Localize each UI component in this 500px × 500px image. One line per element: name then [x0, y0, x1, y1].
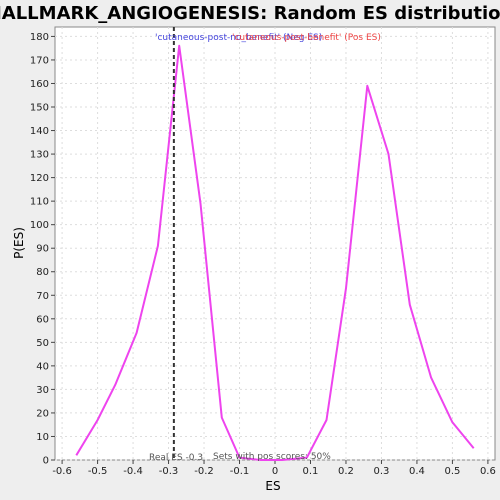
series-group — [75, 44, 475, 461]
y-tick-label: 90 — [36, 244, 49, 255]
pos-scores-label: Sets with pos scores: 50% — [213, 452, 331, 462]
x-tick-label: -0.2 — [194, 466, 214, 477]
x-tick-label: -0.5 — [88, 466, 108, 477]
pos-es-annotation: 'cutaneous-post-benefit' (Pos ES) — [232, 33, 381, 43]
x-tick-label: 0.6 — [480, 466, 496, 477]
x-axis-label: ES — [265, 479, 280, 493]
neg-es-annotation: 'cutaneous-post-no_benefit' (Neg ES) — [155, 33, 322, 43]
x-tick-label: 0 — [272, 466, 278, 477]
y-tick-label: 130 — [30, 150, 49, 161]
x-tick-label: -0.3 — [159, 466, 179, 477]
y-tick-label: 170 — [30, 55, 49, 66]
x-tick-label: 0.1 — [303, 466, 319, 477]
y-tick-label: 150 — [30, 103, 49, 114]
x-axis: -0.6 -0.5 -0.4 -0.3 -0.2 -0.1 0 0.1 0.2 0.3 0.4 0.5… — [52, 460, 496, 477]
y-axis-label: P(ES) — [12, 227, 26, 259]
y-tick-label: 50 — [36, 338, 49, 349]
y-tick-label: 10 — [36, 432, 49, 443]
x-tick-label: 0.2 — [338, 466, 354, 477]
chart-title: HALLMARK_ANGIOGENESIS: Random ES distrib… — [0, 3, 500, 24]
es-distribution-line — [75, 44, 475, 461]
y-tick-label: 120 — [30, 173, 49, 184]
y-tick-label: 110 — [30, 197, 49, 208]
x-tick-label: 0.3 — [373, 466, 389, 477]
real-es-label: Real ES -0.3 — [149, 453, 203, 463]
y-tick-label: 100 — [30, 220, 49, 231]
y-tick-label: 0 — [43, 456, 49, 467]
x-tick-label: -0.4 — [123, 466, 143, 477]
x-tick-label: 0.5 — [444, 466, 460, 477]
y-tick-label: 20 — [36, 408, 49, 419]
y-tick-label: 180 — [30, 32, 49, 43]
y-tick-label: 30 — [36, 385, 49, 396]
y-tick-label: 140 — [30, 126, 49, 137]
x-tick-label: 0.4 — [409, 466, 425, 477]
x-tick-label: -0.1 — [230, 466, 250, 477]
y-tick-label: 160 — [30, 79, 49, 90]
x-tick-label: -0.6 — [52, 466, 72, 477]
y-axis: 0 10 20 30 40 50 60 70 80 90 100 110 120 130 140 150 160… — [30, 32, 55, 467]
y-tick-label: 40 — [36, 361, 49, 372]
y-tick-label: 70 — [36, 291, 49, 302]
y-tick-label: 60 — [36, 314, 49, 325]
y-tick-label: 80 — [36, 267, 49, 278]
